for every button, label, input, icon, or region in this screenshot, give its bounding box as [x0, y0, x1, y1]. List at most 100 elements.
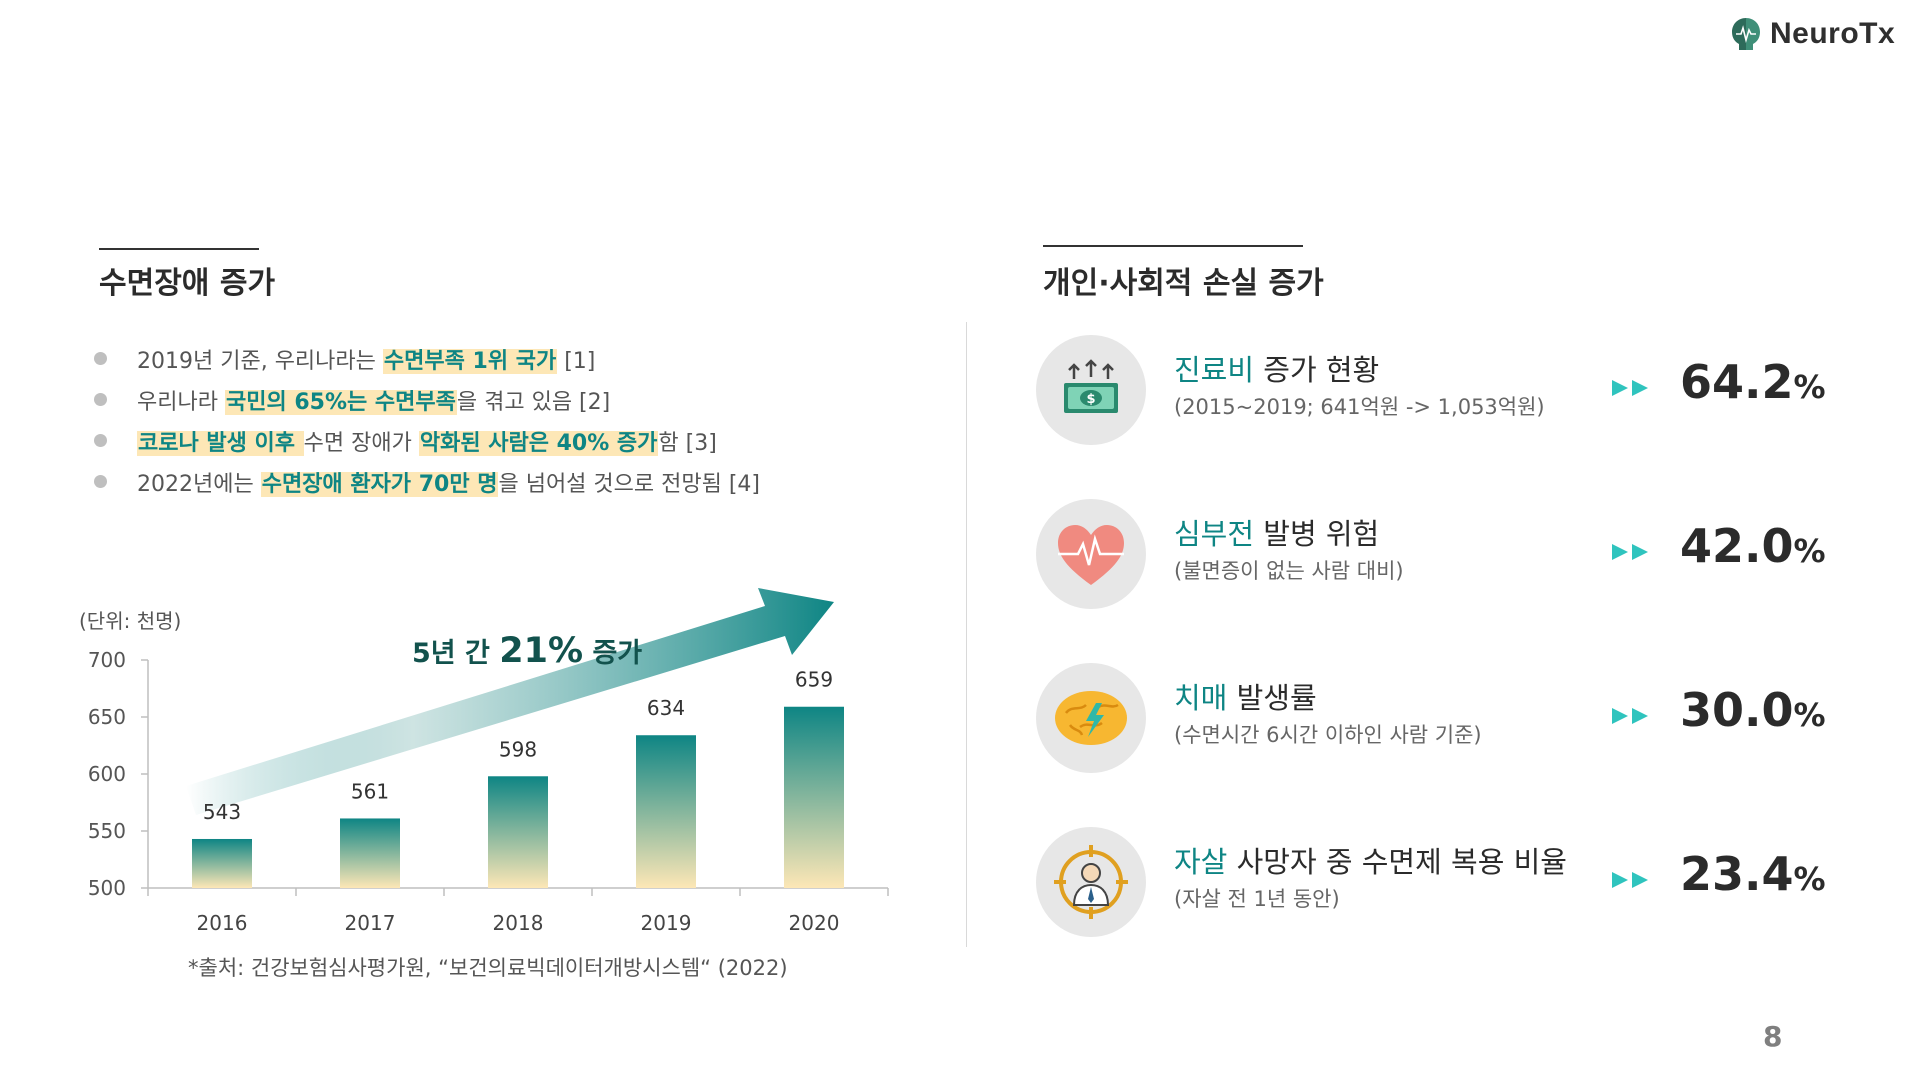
- stat-value: 42.0%: [1680, 519, 1826, 573]
- stat-row-suicide: 자살 사망자 중 수면제 복용 비율 (자살 전 1년 동안) 23.4%: [1036, 827, 1856, 937]
- stat-subtitle: (2015~2019; 641억원 -> 1,053억원): [1174, 395, 1545, 419]
- logo-text: NeuroTx: [1770, 17, 1896, 50]
- page-number: 8: [1763, 1020, 1783, 1053]
- heart-pulse-icon: [1058, 525, 1124, 585]
- data-label: 659: [795, 668, 833, 692]
- svg-text:$: $: [1086, 392, 1095, 407]
- plain-text: 수면 장애가: [303, 430, 419, 456]
- stat-title-rest: 사망자 중 수면제 복용 비율: [1227, 845, 1567, 879]
- stat-value-number: 30.0: [1680, 683, 1794, 737]
- bar-chart: 500 550 600 650 700 543 2016 561 2017 598 2018 634 2…: [88, 588, 889, 935]
- stat-value: 23.4%: [1680, 847, 1826, 901]
- y-tick-label: 650: [88, 705, 126, 729]
- money-up-icon: $: [1064, 359, 1118, 413]
- stat-title: 치매 발생률: [1174, 675, 1317, 717]
- source-note: *출처: 건강보험심사평가원, “보건의료빅데이터개방시스템“ (2022): [188, 956, 788, 980]
- stat-title: 심부전 발병 위험: [1174, 511, 1379, 553]
- stat-title-rest: 증가 현황: [1254, 353, 1380, 387]
- chart-unit-label: (단위: 천명): [79, 609, 182, 633]
- highlighted-text: 수면장애 환자가 70만 명: [260, 471, 499, 497]
- logo: NeuroTx: [1728, 16, 1895, 52]
- icon-circle: [1036, 499, 1146, 609]
- x-tick-label: 2019: [641, 911, 692, 935]
- double-arrow-icon: [1612, 380, 1648, 396]
- right-section-title: 개인·사회적 손실 증가: [1043, 266, 1324, 301]
- bullet-text: 2022년에는 수면장애 환자가 70만 명을 넘어설 것으로 전망됨 [4]: [137, 466, 760, 498]
- icon-circle: [1036, 827, 1146, 937]
- stat-row-dementia: 치매 발생률 (수면시간 6시간 이하인 사람 기준) 30.0%: [1036, 663, 1856, 773]
- y-tick-label: 500: [88, 876, 126, 900]
- brain-logo-icon: [1732, 18, 1760, 50]
- stat-value-unit: %: [1793, 532, 1826, 570]
- annotation-value: 21%: [499, 631, 583, 671]
- data-label: 598: [499, 737, 537, 761]
- highlighted-text: 수면부족 1위 국가: [382, 348, 558, 374]
- stat-title-accent: 심부전: [1174, 517, 1255, 551]
- bullet-text: 우리나라 국민의 65%는 수면부족을 겪고 있음 [2]: [137, 384, 610, 416]
- bullet-dot-icon: [94, 434, 107, 447]
- x-tick-label: 2017: [345, 911, 396, 935]
- stat-value-number: 42.0: [1680, 519, 1794, 573]
- plain-text: 우리나라: [137, 389, 225, 415]
- bullet-dot-icon: [94, 352, 107, 365]
- plain-text: 함 [3]: [658, 430, 717, 456]
- bar: [488, 776, 548, 888]
- double-arrow-icon: [1612, 708, 1648, 724]
- y-tick-label: 700: [88, 648, 126, 672]
- stat-value-unit: %: [1793, 368, 1826, 406]
- stat-title-accent: 진료비: [1174, 353, 1255, 387]
- plain-text: 2019년 기준, 우리나라는: [137, 348, 383, 374]
- bullet-dot-icon: [94, 475, 107, 488]
- stat-row-medical-cost: $ 진료비 증가 현황 (2015~2019; 641억원 -> 1,053억원…: [1036, 335, 1856, 445]
- y-tick-label: 550: [88, 819, 126, 843]
- icon-circle: [1036, 663, 1146, 773]
- bullet-text: 2019년 기준, 우리나라는 수면부족 1위 국가 [1]: [137, 343, 595, 375]
- stat-title-accent: 치매: [1174, 681, 1228, 715]
- stat-title-rest: 발생률: [1227, 681, 1317, 715]
- bar: [784, 706, 844, 888]
- stat-title-accent: 자살: [1174, 845, 1228, 879]
- stat-title: 자살 사망자 중 수면제 복용 비율: [1174, 839, 1567, 881]
- stat-row-heart-failure: 심부전 발병 위험 (불면증이 없는 사람 대비) 42.0%: [1036, 499, 1856, 609]
- left-section-title: 수면장애 증가: [99, 266, 276, 301]
- stat-value-number: 23.4: [1680, 847, 1794, 901]
- icon-circle: $: [1036, 335, 1146, 445]
- x-tick-label: 2016: [197, 911, 248, 935]
- double-arrow-icon: [1612, 872, 1648, 888]
- stat-subtitle: (자살 전 1년 동안): [1174, 887, 1340, 911]
- left-title-rule: [99, 248, 259, 250]
- data-label: 561: [351, 779, 389, 803]
- data-label: 543: [203, 800, 241, 824]
- double-arrow-icon: [1612, 544, 1648, 560]
- stat-subtitle: (불면증이 없는 사람 대비): [1174, 559, 1404, 583]
- data-label: 634: [647, 696, 685, 720]
- bullet-text: 코로나 발생 이후 수면 장애가 악화된 사람은 40% 증가함 [3]: [137, 425, 717, 457]
- highlighted-text: 국민의 65%는 수면부족: [224, 389, 457, 415]
- x-tick-label: 2020: [789, 911, 840, 935]
- plain-text: 2022년에는: [137, 471, 261, 497]
- bullet-item: 우리나라 국민의 65%는 수면부족을 겪고 있음 [2]: [94, 379, 854, 420]
- bullet-item: 코로나 발생 이후 수면 장애가 악화된 사람은 40% 증가함 [3]: [94, 420, 854, 461]
- stat-title-rest: 발병 위험: [1254, 517, 1380, 551]
- bullet-dot-icon: [94, 393, 107, 406]
- highlighted-text: 코로나 발생 이후: [137, 430, 304, 456]
- stat-value-unit: %: [1793, 696, 1826, 734]
- bullet-item: 2019년 기준, 우리나라는 수면부족 1위 국가 [1]: [94, 338, 854, 379]
- stat-value: 30.0%: [1680, 683, 1826, 737]
- trend-arrow: [186, 588, 834, 815]
- stat-title: 진료비 증가 현황: [1174, 347, 1379, 389]
- y-tick-label: 600: [88, 762, 126, 786]
- bullet-item: 2022년에는 수면장애 환자가 70만 명을 넘어설 것으로 전망됨 [4]: [94, 461, 854, 502]
- bullet-list: 2019년 기준, 우리나라는 수면부족 1위 국가 [1] 우리나라 국민의 6…: [94, 338, 854, 502]
- bar: [340, 818, 400, 888]
- stat-value-unit: %: [1793, 860, 1826, 898]
- annotation-prefix: 5년 간: [412, 638, 499, 669]
- stat-subtitle: (수면시간 6시간 이하인 사람 기준): [1174, 723, 1482, 747]
- highlighted-text: 악화된 사람은 40% 증가: [418, 430, 659, 456]
- plain-text: 을 넘어설 것으로 전망됨 [4]: [498, 471, 761, 497]
- x-tick-label: 2018: [493, 911, 544, 935]
- stat-value: 64.2%: [1680, 355, 1826, 409]
- bar: [636, 735, 696, 888]
- person-target-icon: [1054, 845, 1128, 919]
- right-title-rule: [1043, 245, 1303, 247]
